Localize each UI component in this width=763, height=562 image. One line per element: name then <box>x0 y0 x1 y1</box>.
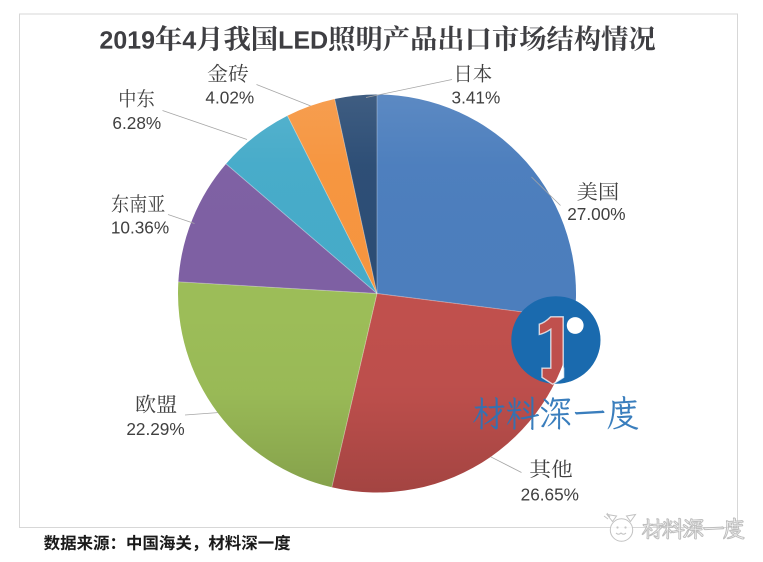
svg-text:10.36%: 10.36% <box>111 217 169 237</box>
svg-text:26.65%: 26.65% <box>521 485 579 505</box>
svg-text:27.00%: 27.00% <box>567 204 625 224</box>
svg-text:22.29%: 22.29% <box>126 419 184 439</box>
svg-text:3.41%: 3.41% <box>452 87 501 107</box>
svg-text:4.02%: 4.02% <box>205 87 254 107</box>
svg-text:6.28%: 6.28% <box>112 113 161 133</box>
